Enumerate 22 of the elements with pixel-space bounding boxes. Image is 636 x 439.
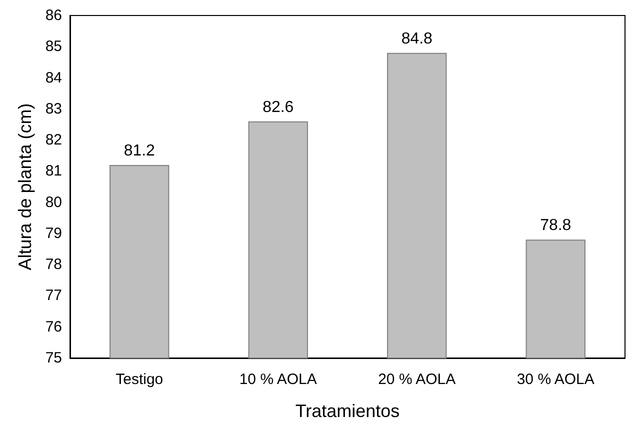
- y-axis-title: Altura de planta (cm): [15, 103, 35, 270]
- x-tick-label: Testigo: [116, 371, 164, 388]
- y-tick-label: 85: [45, 38, 62, 56]
- y-tick-label: 80: [45, 194, 62, 211]
- x-tick-label: 10 % AOLA: [239, 371, 317, 388]
- y-tick-label: 83: [45, 100, 62, 118]
- data-label: 82.6: [262, 98, 294, 116]
- data-label: 81.2: [124, 142, 156, 160]
- y-tick-label: 84: [45, 69, 62, 86]
- y-tick-label: 78: [45, 256, 62, 274]
- x-axis-title: Tratamientos: [295, 401, 400, 421]
- y-tick-label: 86: [45, 7, 62, 24]
- y-tick-label: 77: [45, 287, 62, 304]
- y-tick-label: 79: [45, 224, 62, 242]
- x-tick-label: 20 % AOLA: [378, 371, 456, 388]
- y-tick-label: 82: [45, 132, 62, 149]
- data-label: 78.8: [540, 217, 572, 234]
- y-tick-label: 75: [45, 350, 62, 366]
- x-tick-label: 30 % AOLA: [516, 371, 594, 388]
- y-tick-label: 81: [45, 162, 62, 180]
- data-label: 84.8: [401, 30, 433, 48]
- y-tick-label: 76: [45, 318, 62, 336]
